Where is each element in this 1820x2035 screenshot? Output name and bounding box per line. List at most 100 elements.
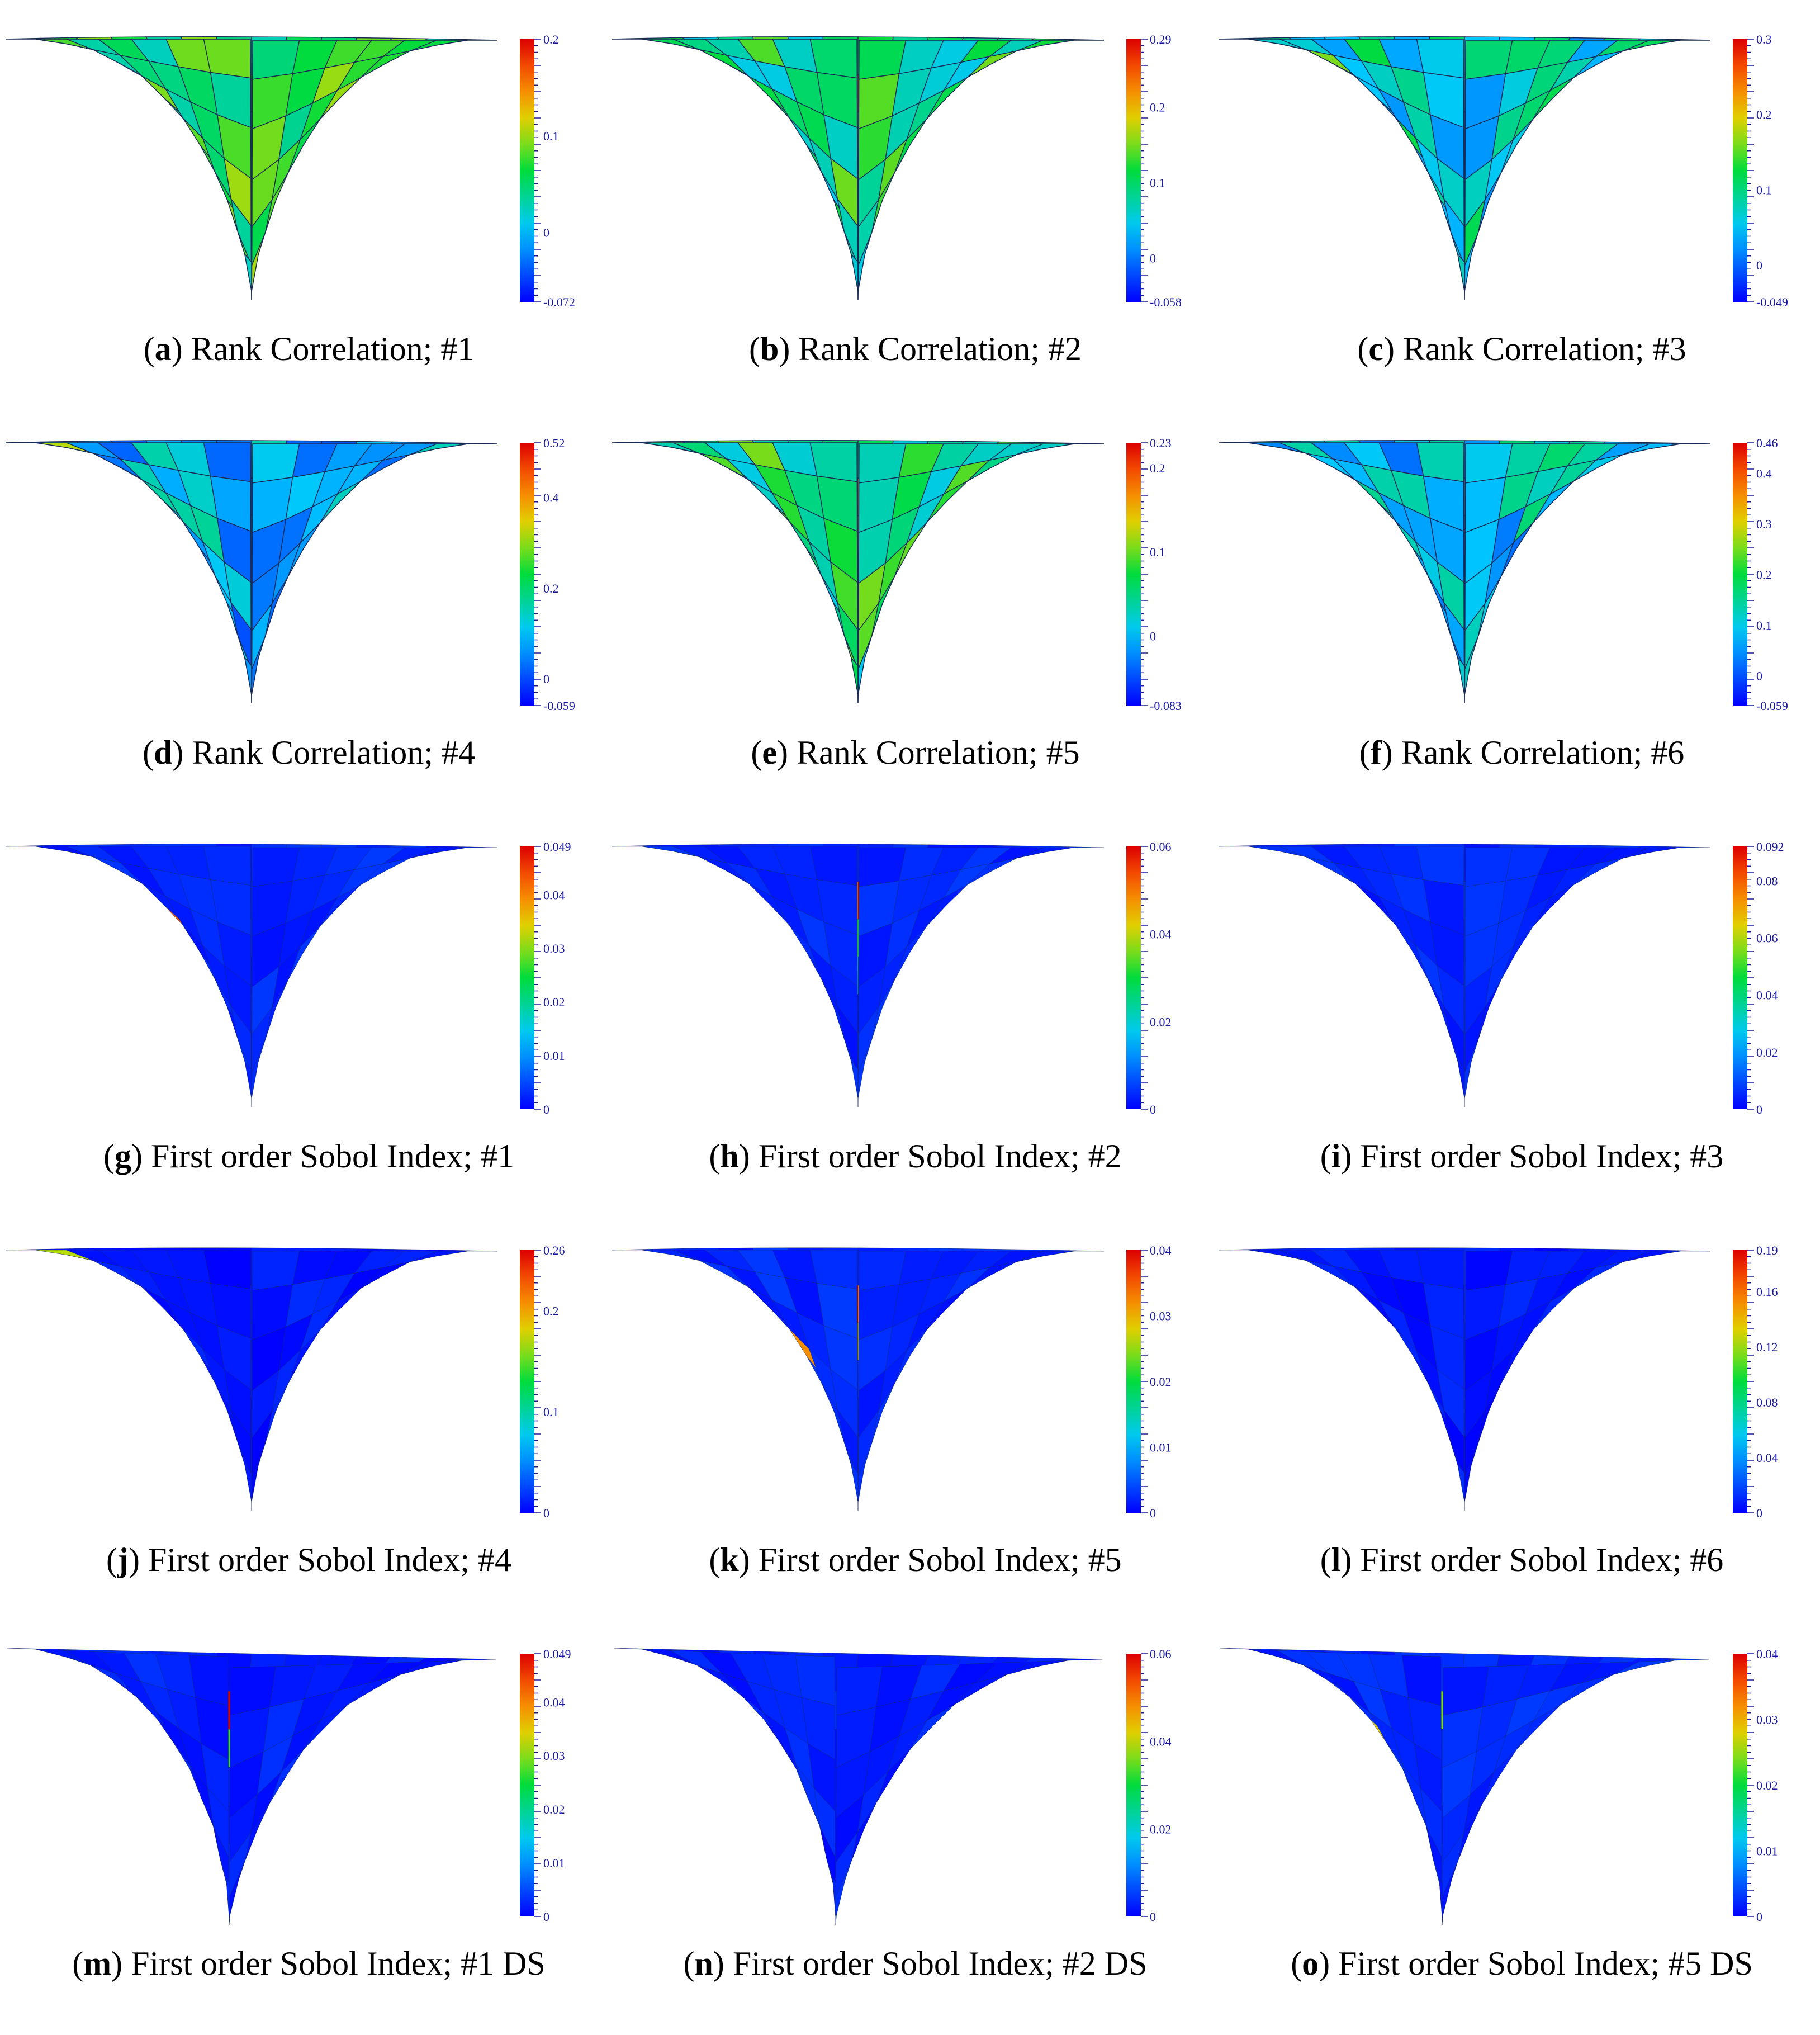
panel-e: 0.23 0.2 0.1 0 -0.083 (e) Rank Correlation; #…: [612, 420, 1219, 824]
panel-m: 0.049 0.04 0.03 0.02 0.01 0 (m) First order So…: [6, 1631, 612, 2035]
colorbar-tick-label: 0.01: [1150, 1441, 1172, 1455]
mesh-cell: [850, 656, 859, 703]
mesh-surface: [612, 439, 1105, 703]
mesh-cell: [252, 40, 300, 80]
colorbar-tick-label: 0.4: [543, 490, 559, 504]
colorbar-tick-label: 0.03: [543, 941, 565, 955]
panel-n: 0.06 0.04 0.02 0 (n) First order Sobol Index…: [612, 1631, 1219, 2035]
panel-letter: i: [1331, 1138, 1341, 1175]
panel-letter: h: [720, 1138, 739, 1175]
colorbar-tick-label: -0.059: [543, 699, 575, 713]
colorbar-gradient: [1733, 1654, 1747, 1916]
mesh-cell: [859, 1251, 906, 1291]
mesh-cell: [244, 1061, 252, 1107]
panel-title: First order Sobol Index; #2 DS: [732, 1945, 1148, 1982]
panel-letter: a: [154, 330, 172, 367]
colorbar-gradient: [520, 846, 534, 1109]
colorbar-tick-label: 0.049: [543, 840, 571, 854]
panel-i: 0.092 0.08 0.06 0.04 0.02 0 (i) First order So…: [1218, 824, 1820, 1228]
panel-title: Rank Correlation; #4: [192, 734, 475, 771]
colorbar-tick-label: 0: [1756, 1506, 1762, 1520]
panel-caption: (h) First order Sobol Index; #2: [709, 1138, 1122, 1175]
mesh-cell: [1457, 1464, 1465, 1511]
colorbar-tick-label: 0.23: [1150, 436, 1172, 450]
colorbar-tick-label: 0.2: [1150, 101, 1165, 115]
panel-title: First order Sobol Index; #6: [1360, 1541, 1724, 1578]
colorbar-gradient: [1126, 443, 1141, 706]
colorbar-gradient: [1733, 1250, 1747, 1513]
panel-letter: o: [1302, 1945, 1319, 1982]
colorbar-tick-label: 0.19: [1756, 1243, 1778, 1257]
colorbar: 0.29 0.2 0.1 0 -0.058: [1126, 32, 1182, 309]
panel-letter: l: [1331, 1541, 1341, 1578]
mesh-cell: [252, 1251, 300, 1291]
panel-k: 0.04 0.03 0.02 0.01 0 (k) First order Sobol I…: [612, 1228, 1219, 1631]
colorbar-tick-label: -0.049: [1756, 295, 1788, 309]
colorbar-tick-label: 0.1: [543, 129, 559, 143]
colorbar-tick-label: 0.02: [543, 1802, 565, 1816]
colorbar-tick-label: 0.08: [1756, 874, 1778, 888]
colorbar-tick-label: 0.2: [1756, 108, 1772, 122]
colorbar-tick-label: 0.2: [543, 581, 559, 595]
mesh-surface: [1220, 1648, 1709, 1925]
colorbar-gradient: [520, 443, 534, 706]
colorbar-tick-label: 0: [1150, 1910, 1156, 1924]
colorbar-tick-label: 0.26: [543, 1243, 565, 1257]
colorbar-tick-label: 0.3: [1756, 32, 1772, 46]
colorbar-tick-label: 0.02: [1756, 1045, 1778, 1059]
mesh-surface: [612, 36, 1105, 300]
colorbar: 0.04 0.03 0.02 0.01 0: [1126, 1243, 1172, 1520]
colorbar-gradient: [1126, 1654, 1141, 1916]
mesh-surface: [5, 844, 498, 1107]
colorbar-tick-label: 0.16: [1756, 1285, 1778, 1299]
colorbar-tick-label: -0.058: [1150, 295, 1182, 309]
colorbar: 0.3 0.2 0.1 0 -0.049: [1733, 32, 1788, 309]
panel-caption: (c) Rank Correlation; #3: [1357, 330, 1686, 367]
mesh-cell: [810, 1250, 857, 1289]
colorbar-tick-label: 0.049: [543, 1647, 571, 1661]
colorbar-tick-label: 0.1: [1756, 183, 1772, 197]
colorbar: 0.06 0.04 0.02 0: [1126, 1647, 1172, 1924]
colorbar: 0.2 0.1 0 -0.072: [520, 32, 575, 309]
colorbar: 0.049 0.04 0.03 0.02 0.01 0: [520, 840, 571, 1116]
panel-caption: (e) Rank Correlation; #5: [751, 734, 1080, 771]
colorbar-tick-label: 0.03: [1756, 1713, 1778, 1727]
panel-title: Rank Correlation; #5: [797, 734, 1080, 771]
colorbar-tick-label: 0: [1150, 1102, 1156, 1116]
mesh-surface: [1218, 844, 1711, 1107]
colorbar: 0.19 0.16 0.12 0.08 0.04 0: [1733, 1243, 1778, 1520]
colorbar-tick-label: 0.02: [1150, 1375, 1172, 1389]
panel-d: 0.52 0.4 0.2 0 -0.059 (d) Rank Correlation; #…: [5, 420, 612, 824]
colorbar-tick-label: 0.04: [1150, 1243, 1172, 1257]
panel-title: Rank Correlation; #6: [1401, 734, 1685, 771]
mesh-cell: [1457, 1061, 1465, 1107]
mesh-cell: [244, 253, 252, 300]
mesh-surface: [1218, 36, 1711, 300]
colorbar-tick-label: 0.04: [543, 1695, 565, 1709]
colorbar-tick-label: 0: [1756, 1102, 1762, 1116]
colorbar-tick-label: 0: [543, 1506, 549, 1520]
panel-b: 0.29 0.2 0.1 0 -0.058 (b) Rank Correlation; #…: [612, 17, 1219, 420]
colorbar-tick-label: 0.06: [1150, 840, 1172, 854]
colorbar-gradient: [1733, 443, 1747, 706]
panel-f: 0.46 0.4 0.3 0.2 0.1 0 -0.059 (f) Rank Correlat…: [1218, 420, 1820, 824]
colorbar-tick-label: 0.2: [1756, 567, 1772, 581]
panel-title: First order Sobol Index; #1: [151, 1138, 514, 1175]
mesh-cell: [851, 1464, 859, 1511]
mesh-cell: [203, 846, 251, 886]
mesh-surface: [612, 1247, 1105, 1511]
colorbar-gradient: [1733, 39, 1747, 302]
mesh-cell: [850, 253, 859, 300]
mesh-cell: [1416, 846, 1464, 886]
mesh-cell: [1457, 253, 1465, 300]
colorbar-tick-label: 0.1: [1756, 618, 1772, 632]
panel-h: 0.06 0.04 0.02 0 (h) First order Sobol Index…: [612, 824, 1219, 1228]
mesh-cell: [230, 1666, 276, 1716]
colorbar-tick-label: 0.03: [543, 1749, 565, 1763]
panel-title: Rank Correlation; #1: [191, 330, 475, 367]
mesh-cell: [851, 1061, 859, 1107]
mesh-cell: [1465, 847, 1513, 887]
panel-g: 0.049 0.04 0.03 0.02 0.01 0 (g) First order So…: [5, 824, 612, 1228]
colorbar-tick-label: 0.02: [1756, 1778, 1778, 1792]
